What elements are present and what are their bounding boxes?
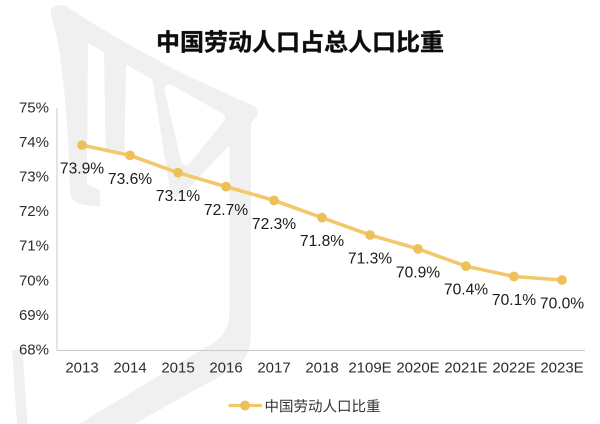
svg-text:73%: 73% — [19, 169, 49, 186]
svg-text:2017: 2017 — [257, 360, 290, 377]
svg-text:2022E: 2022E — [492, 360, 535, 377]
svg-text:71%: 71% — [19, 238, 49, 255]
svg-text:73.6%: 73.6% — [108, 171, 152, 188]
svg-text:75%: 75% — [19, 99, 49, 116]
svg-text:2021E: 2021E — [444, 360, 487, 377]
svg-text:70.9%: 70.9% — [396, 264, 440, 281]
svg-text:2015: 2015 — [161, 360, 194, 377]
svg-text:70.0%: 70.0% — [540, 295, 584, 312]
svg-text:2023E: 2023E — [540, 360, 583, 377]
svg-text:70.1%: 70.1% — [492, 292, 536, 309]
svg-text:73.1%: 73.1% — [156, 188, 200, 205]
svg-text:70%: 70% — [19, 272, 49, 289]
svg-text:2020E: 2020E — [396, 360, 439, 377]
svg-text:2013: 2013 — [65, 360, 98, 377]
svg-text:2018: 2018 — [305, 360, 338, 377]
svg-text:2016: 2016 — [209, 360, 242, 377]
svg-text:2109E: 2109E — [348, 360, 391, 377]
svg-text:73.9%: 73.9% — [60, 161, 104, 178]
svg-text:71.8%: 71.8% — [300, 233, 344, 250]
svg-text:2014: 2014 — [113, 360, 146, 377]
svg-text:72.3%: 72.3% — [252, 216, 296, 233]
svg-text:72.7%: 72.7% — [204, 202, 248, 219]
svg-text:69%: 69% — [19, 307, 49, 324]
svg-text:74%: 74% — [19, 134, 49, 151]
svg-text:70.4%: 70.4% — [444, 282, 488, 299]
svg-text:68%: 68% — [19, 342, 49, 359]
svg-text:71.3%: 71.3% — [348, 250, 392, 267]
svg-text:72%: 72% — [19, 203, 49, 220]
